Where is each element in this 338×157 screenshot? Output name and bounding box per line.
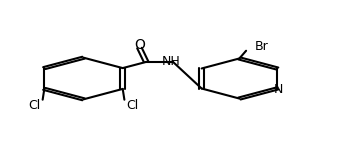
Text: N: N xyxy=(274,83,284,96)
Text: O: O xyxy=(134,38,145,52)
Text: Cl: Cl xyxy=(127,99,139,112)
Text: NH: NH xyxy=(162,55,181,68)
Text: Cl: Cl xyxy=(28,99,41,112)
Text: Br: Br xyxy=(254,40,268,53)
